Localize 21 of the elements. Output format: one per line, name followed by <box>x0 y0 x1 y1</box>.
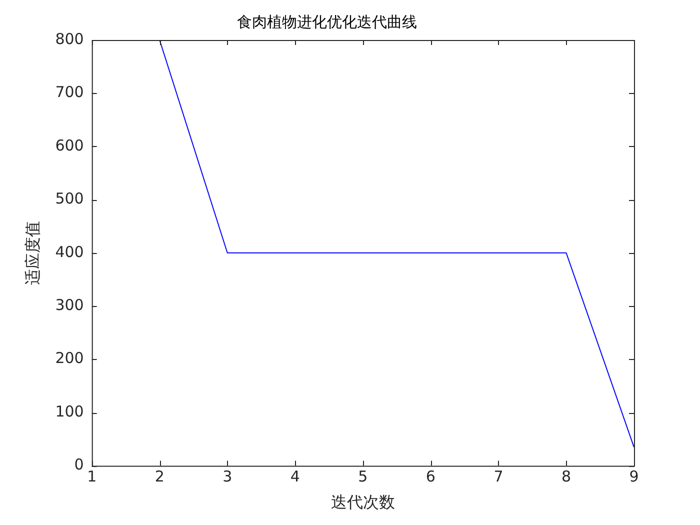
y-tick-label: 200 <box>55 349 84 368</box>
y-tick-label: 300 <box>55 296 84 314</box>
y-tick-label: 800 <box>55 30 84 48</box>
y-tick-label: 0 <box>74 456 84 474</box>
x-axis-title: 迭代次数 <box>330 492 395 512</box>
x-tick-label: 4 <box>290 468 300 486</box>
y-tick-label: 600 <box>55 136 84 154</box>
y-tick-label: 700 <box>55 83 84 102</box>
x-tick-label: 7 <box>494 468 504 486</box>
x-tick-label: 6 <box>426 468 436 486</box>
x-tick-label: 5 <box>358 468 368 486</box>
x-tick-label: 3 <box>222 468 232 486</box>
y-axis-title: 适应度值 <box>22 220 42 285</box>
x-tick-label: 8 <box>561 468 571 486</box>
y-tick-label: 400 <box>55 242 84 261</box>
x-tick-label: 9 <box>629 468 639 486</box>
chart-title: 食肉植物进化优化迭代曲线 <box>237 12 417 31</box>
y-tick-label: 100 <box>55 402 84 420</box>
x-tick-label: 2 <box>154 468 164 486</box>
x-tick-label: 1 <box>87 468 97 486</box>
y-tick-label: 500 <box>55 190 84 208</box>
